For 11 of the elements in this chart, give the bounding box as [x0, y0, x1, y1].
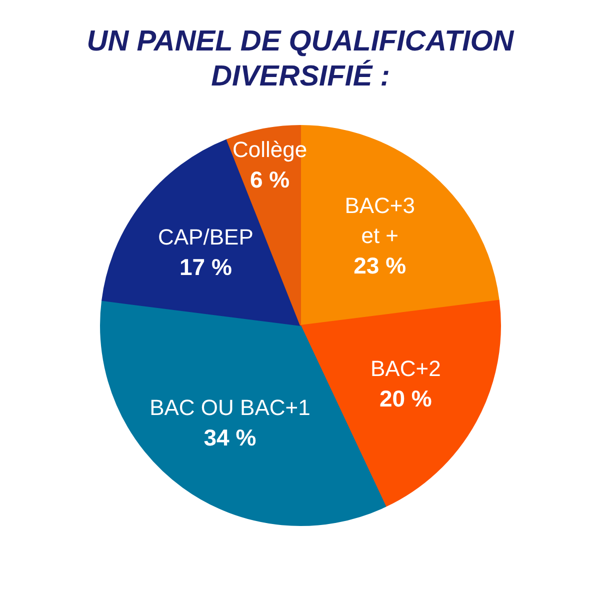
slice-label: BAC+3 et +: [344, 192, 416, 248]
chart-title: UN PANEL DE QUALIFICATION DIVERSIFIÉ :: [86, 26, 515, 92]
data-label: 17 %: [179, 254, 232, 280]
data-label: 23 %: [354, 252, 406, 278]
data-label: 20 %: [379, 385, 432, 412]
slice-label: Collège: [232, 136, 308, 162]
slice-label: BAC+2: [370, 356, 441, 381]
data-label: 34 %: [204, 424, 256, 451]
slice-label: CAP/BEP: [158, 224, 254, 250]
slice-label: BAC OU BAC+1: [150, 395, 310, 420]
data-label: 6 %: [250, 166, 290, 192]
